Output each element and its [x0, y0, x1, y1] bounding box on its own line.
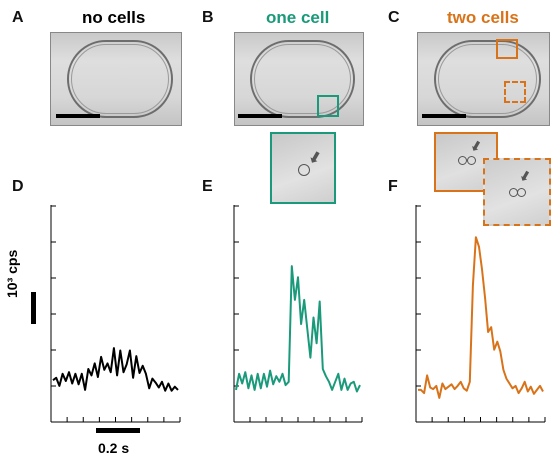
inset-one-cell: ⬇: [270, 132, 336, 204]
microscopy-image-one-cell: [234, 32, 364, 126]
image-scale-bar-a: [56, 114, 100, 118]
y-scale-bar: [31, 292, 36, 324]
panel-letter-e: E: [202, 178, 213, 195]
image-scale-bar-c: [422, 114, 466, 118]
trace-line-e: [235, 265, 361, 393]
panel-letter-c: C: [388, 9, 400, 26]
trace-line-d: [52, 347, 179, 392]
panel-title-b: one cell: [266, 8, 330, 27]
microscopy-image-no-cells: [50, 32, 182, 126]
inset-two-cells-dashed: ⬇: [483, 158, 551, 226]
trace-panel-d: [50, 205, 181, 423]
panel-letter-b: B: [202, 9, 214, 26]
panel-title-a: no cells: [82, 8, 146, 27]
trace-panel-e: [233, 205, 363, 423]
image-scale-bar-b: [238, 114, 282, 118]
panel-letter-a: A: [12, 9, 24, 26]
microscopy-image-two-cells: [417, 32, 550, 126]
panel-letter-d: D: [12, 178, 24, 195]
panel-title-c: two cells: [447, 8, 519, 27]
time-scale-label: 0.2 s: [98, 440, 130, 456]
panel-letter-f: F: [388, 178, 398, 195]
trace-line-f: [418, 236, 544, 399]
trace-panel-f: [415, 205, 546, 423]
time-scale-bar: [96, 428, 140, 433]
